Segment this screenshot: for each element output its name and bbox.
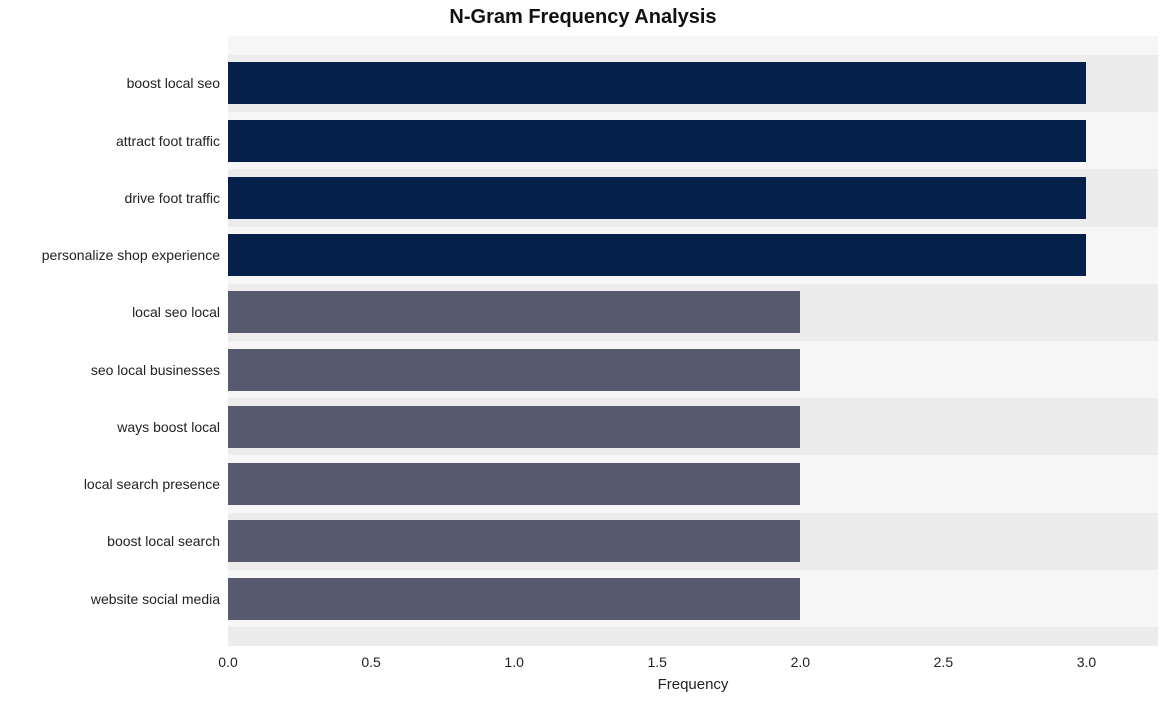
y-tick-label: website social media [91,591,228,607]
y-tick-label: boost local seo [127,75,228,91]
y-tick-label: local seo local [132,304,228,320]
bar [228,520,800,562]
bar [228,578,800,620]
x-tick: 2.0 [791,646,810,670]
bar [228,62,1086,104]
bar [228,349,800,391]
x-tick: 1.0 [504,646,523,670]
bar [228,234,1086,276]
chart-title: N-Gram Frequency Analysis [0,6,1166,29]
bar [228,291,800,333]
x-tick: 0.5 [361,646,380,670]
x-tick: 3.0 [1077,646,1096,670]
y-tick-label: drive foot traffic [125,190,228,206]
bar [228,406,800,448]
y-tick-label: boost local search [107,533,228,549]
x-axis-label: Frequency [658,646,729,693]
y-tick-label: personalize shop experience [42,247,228,263]
y-tick-label: local search presence [84,476,228,492]
plot-band [228,627,1158,646]
y-tick-label: seo local businesses [91,362,228,378]
bar [228,463,800,505]
y-tick-label: ways boost local [117,419,228,435]
x-tick: 1.5 [647,646,666,670]
bar [228,177,1086,219]
plot-area: Frequency 0.00.51.01.52.02.53.0boost loc… [228,36,1158,646]
y-tick-label: attract foot traffic [116,133,228,149]
plot-band [228,36,1158,55]
x-tick: 2.5 [934,646,953,670]
ngram-chart: N-Gram Frequency Analysis Frequency 0.00… [0,0,1166,701]
bar [228,120,1086,162]
x-tick: 0.0 [218,646,237,670]
